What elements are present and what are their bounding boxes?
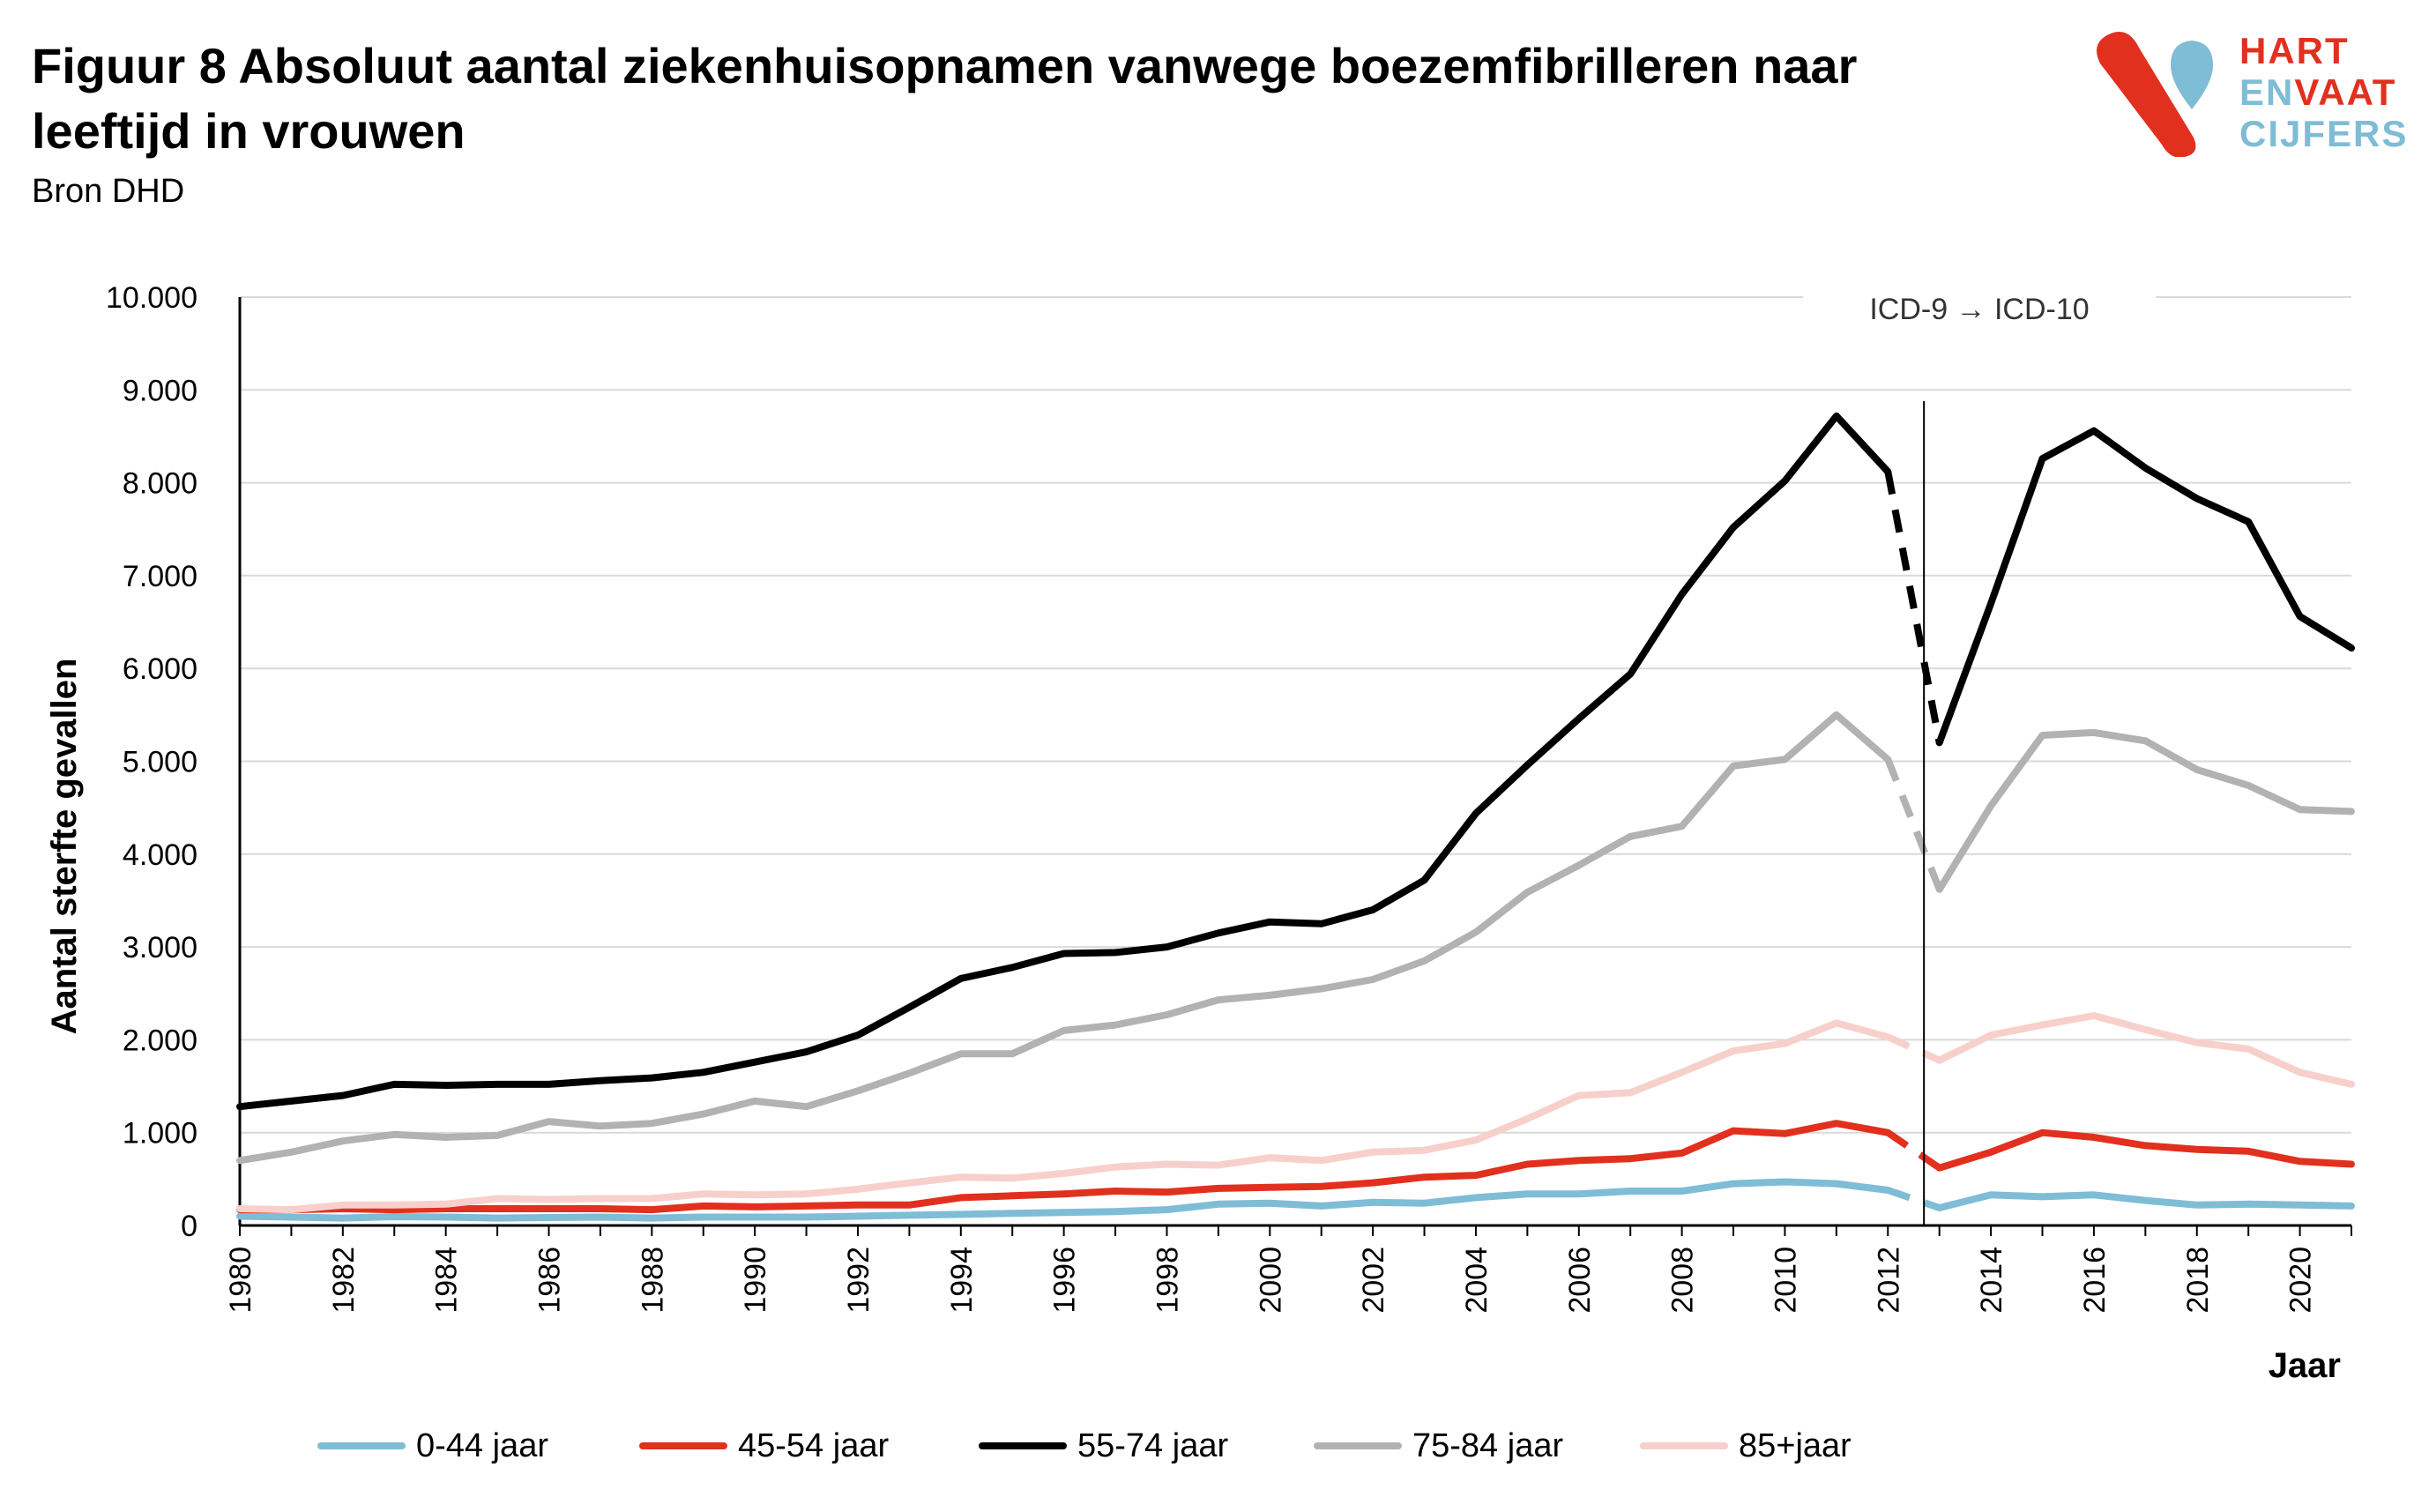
legend-swatch [1314, 1442, 1402, 1449]
y-tick-label: 1.000 [123, 1117, 197, 1151]
series-line-45-54-jaar-break [1886, 1129, 1941, 1172]
x-tick-label: 1996 [1048, 1247, 1082, 1314]
y-tick-label: 7.000 [123, 560, 197, 593]
series-line-75-84-jaar-break [1884, 757, 1943, 891]
x-tick-label: 2014 [1975, 1247, 2008, 1314]
page-title: Figuur 8 Absoluut aantal ziekenhuisopnam… [32, 38, 1858, 159]
series-line-75-84-jaar-icd10 [1935, 728, 2355, 893]
logo-line-2a: EN [2239, 71, 2295, 113]
x-tick-label: 1982 [327, 1247, 361, 1314]
legend-item: 55-74 jaar [979, 1419, 1228, 1472]
hart-en-vaat-logo-icon [2097, 32, 2213, 157]
x-axis-label: Jaar [2269, 1346, 2341, 1385]
x-tick-label: 1990 [739, 1247, 772, 1314]
legend-item: 85+jaar [1640, 1419, 1852, 1472]
x-tick-label: 1992 [842, 1247, 875, 1314]
y-tick-label: 9.000 [123, 374, 197, 407]
series-line-55-74-jaar-break [1884, 471, 1943, 744]
series-line-85-jaar-icd10 [1935, 1012, 2355, 1088]
series-lines [236, 412, 2355, 1222]
y-tick-label: 10.000 [106, 281, 197, 315]
legend-label: 0-44 jaar [416, 1426, 548, 1464]
x-tick-label: 2016 [2078, 1247, 2112, 1314]
series-line-75-84-jaar-icd9 [236, 711, 1892, 1165]
y-tick-label: 3.000 [123, 931, 197, 965]
legend-item: 0-44 jaar [317, 1419, 548, 1472]
x-tick-label: 1988 [636, 1247, 669, 1314]
legend-swatch [317, 1442, 406, 1449]
x-tick-label: 1994 [945, 1247, 979, 1314]
y-tick-label: 5.000 [123, 746, 197, 779]
annotation-background [1803, 280, 2156, 337]
x-tick-label: 1980 [224, 1247, 257, 1314]
x-tick-label: 2004 [1460, 1247, 1494, 1314]
logo-line-1: HART [2239, 30, 2350, 71]
x-tick-label: 2008 [1666, 1247, 1700, 1314]
y-tick-label: 0 [181, 1210, 197, 1243]
series-line-85-jaar-icd9 [236, 1019, 1892, 1214]
series-line-55-74-jaar-icd9 [236, 412, 1892, 1111]
y-axis-ticks: 0 1.000 2.000 3.000 4.000 5.000 6.000 7.000 8.00… [106, 281, 197, 1243]
logo-wordmark: HART ENVAAT CIJFERS [2239, 30, 2408, 154]
x-tick-label: 2018 [2181, 1247, 2215, 1314]
legend-swatch [639, 1442, 727, 1449]
logo-line-2b: VAAT [2294, 71, 2397, 113]
x-tick-label: 2000 [1254, 1247, 1287, 1314]
legend-item: 45-54 jaar [639, 1419, 889, 1472]
legend-item: 75-84 jaar [1314, 1419, 1563, 1472]
y-axis-label: Aantal sterfte gevallen [45, 659, 84, 1035]
legend-label: 45-54 jaar [738, 1426, 890, 1464]
icd-annotation-label: ICD-9 → ICD-10 [1869, 293, 2089, 326]
y-tick-label: 8.000 [123, 467, 197, 501]
series-line-45-54-jaar-icd10 [1935, 1128, 2355, 1172]
source-label: Bron DHD [32, 173, 185, 210]
x-tick-label: 2010 [1769, 1247, 1802, 1314]
logo-line-3: CIJFERS [2239, 113, 2409, 154]
series-line-85-jaar-break [1886, 1033, 1941, 1064]
x-tick-label: 2006 [1563, 1247, 1597, 1314]
legend-label: 75-84 jaar [1412, 1426, 1564, 1464]
chart-legend: 0-44 jaar 45-54 jaar 55-74 jaar 75-84 jaar 8… [317, 1419, 2345, 1472]
y-tick-label: 4.000 [123, 838, 197, 872]
series-line-55-74-jaar-icd10 [1935, 427, 2355, 747]
y-tick-label: 2.000 [123, 1024, 197, 1057]
series-line-0-44-jaar-break [1887, 1187, 1941, 1211]
x-tick-label: 1998 [1151, 1247, 1184, 1314]
legend-label: 85+jaar [1739, 1426, 1852, 1464]
x-tick-label: 2012 [1872, 1247, 1905, 1314]
y-tick-label: 6.000 [123, 652, 197, 686]
legend-swatch [979, 1442, 1067, 1449]
x-tick-label: 2002 [1357, 1247, 1390, 1314]
series-line-0-44-jaar-icd10 [1935, 1191, 2355, 1211]
x-tick-label: 2020 [2284, 1247, 2318, 1314]
legend-label: 55-74 jaar [1077, 1426, 1229, 1464]
x-axis-ticks: 1980 1982 1984 1986 1988 1990 1992 1994 1996 1998… [224, 1225, 2352, 1314]
legend-swatch [1640, 1442, 1728, 1449]
series-line-45-54-jaar-icd9 [236, 1120, 1892, 1214]
series-line-0-44-jaar-icd9 [236, 1178, 1892, 1222]
annotation-layer: ICD-9 → ICD-10 [1803, 280, 2156, 1225]
x-tick-label: 1986 [533, 1247, 566, 1314]
x-tick-label: 1984 [430, 1247, 464, 1314]
